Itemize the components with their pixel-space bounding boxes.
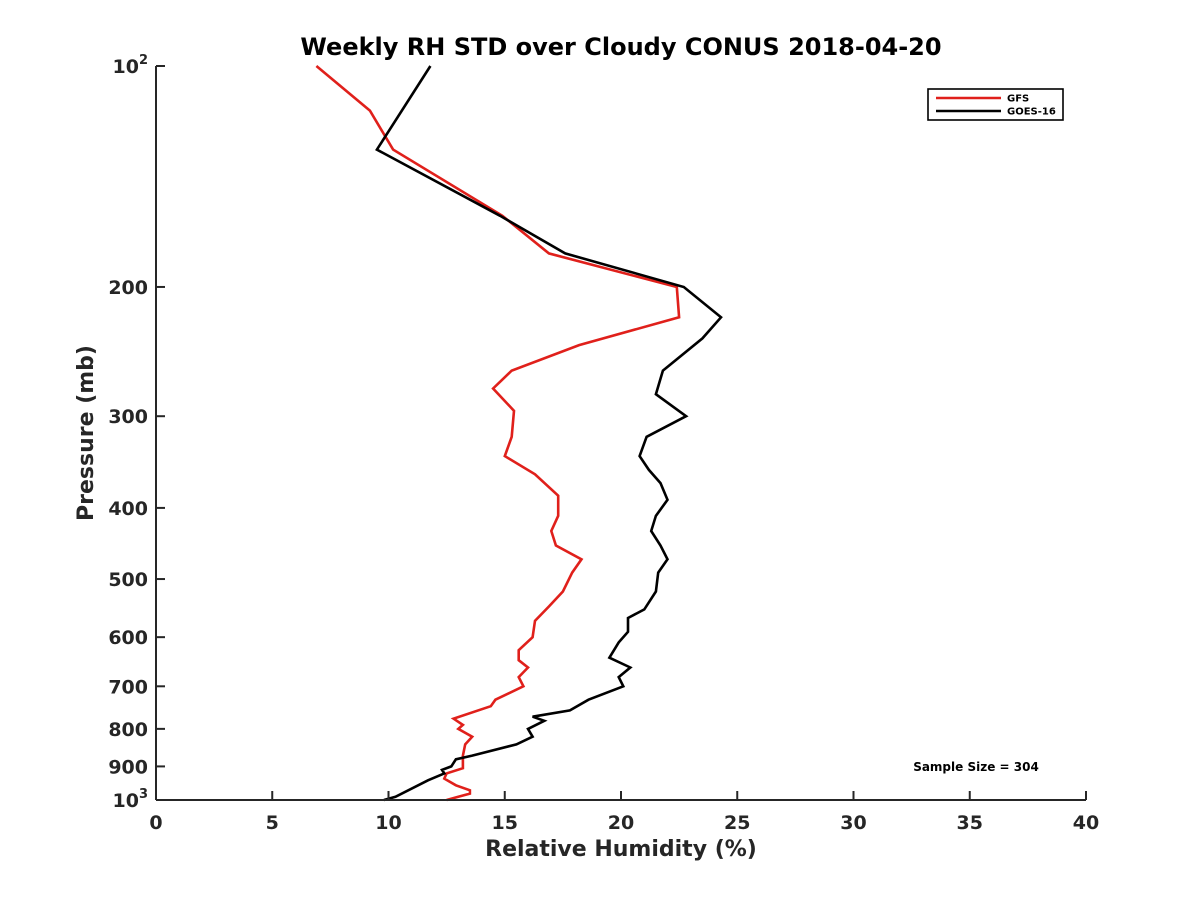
x-tick-label: 25 [724,812,750,834]
y-tick-label: 200 [108,277,148,299]
chart-title: Weekly RH STD over Cloudy CONUS 2018-04-… [300,33,941,61]
x-tick-label: 0 [149,812,162,834]
y-axis-label: Pressure (mb) [74,345,99,521]
sample-size-annotation: Sample Size = 304 [913,760,1039,774]
legend-label: GFS [1007,94,1029,105]
y-tick-label: 400 [108,498,148,520]
x-axis-label: Relative Humidity (%) [485,837,757,862]
y-tick-label: 500 [108,569,148,591]
legend: GFS GOES-16 [927,88,1064,121]
plot-lines [315,65,723,802]
y-tick-label: 103 [113,787,149,812]
legend-label: GOES-16 [1007,107,1056,118]
legend-box [927,88,1064,121]
series-line-goes-16 [375,65,723,802]
ticks: 0 5 10 15 20 25 30 35 40 102 200 300 400 500 600 700 800… [108,53,1099,834]
y-tick-label: 900 [108,756,148,778]
x-tick-label: 20 [608,812,634,834]
y-tick-label: 600 [108,627,148,649]
x-tick-label: 10 [375,812,401,834]
x-tick-label: 15 [492,812,518,834]
x-tick-label: 30 [840,812,866,834]
y-tick-label: 800 [108,719,148,741]
y-tick-label: 300 [108,406,148,428]
x-tick-label: 40 [1073,812,1099,834]
y-tick-label: 102 [113,53,149,78]
series-line-gfs [315,65,681,802]
x-tick-label: 35 [957,812,983,834]
x-tick-label: 5 [266,812,279,834]
y-tick-label: 700 [108,676,148,698]
